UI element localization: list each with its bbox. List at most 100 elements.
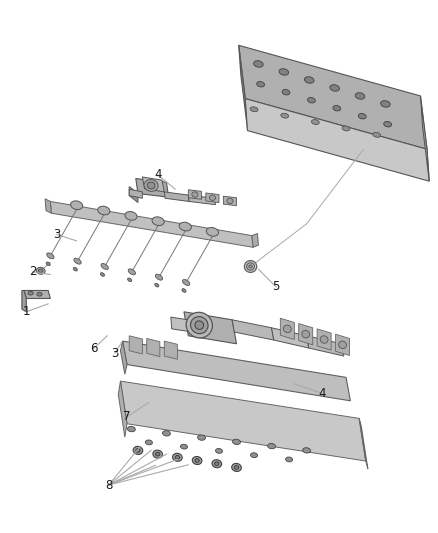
- Ellipse shape: [342, 126, 350, 131]
- Ellipse shape: [195, 321, 204, 329]
- Polygon shape: [239, 45, 427, 149]
- Ellipse shape: [191, 317, 208, 334]
- Ellipse shape: [162, 431, 170, 436]
- Ellipse shape: [206, 228, 219, 236]
- Ellipse shape: [209, 195, 215, 200]
- Polygon shape: [164, 341, 177, 359]
- Ellipse shape: [98, 206, 110, 215]
- Ellipse shape: [179, 222, 191, 231]
- Polygon shape: [129, 336, 142, 354]
- Ellipse shape: [155, 284, 159, 287]
- Polygon shape: [129, 187, 138, 203]
- Ellipse shape: [186, 312, 212, 338]
- Ellipse shape: [192, 456, 202, 465]
- Ellipse shape: [215, 462, 219, 466]
- Ellipse shape: [100, 273, 105, 276]
- Ellipse shape: [133, 446, 143, 455]
- Ellipse shape: [175, 455, 180, 459]
- Ellipse shape: [28, 291, 33, 295]
- Text: 4: 4: [318, 387, 326, 400]
- Text: 6: 6: [90, 342, 98, 354]
- Ellipse shape: [74, 258, 81, 264]
- Polygon shape: [120, 341, 127, 374]
- Ellipse shape: [212, 459, 222, 468]
- Text: 4: 4: [154, 168, 162, 181]
- Text: 5: 5: [272, 280, 279, 293]
- Ellipse shape: [36, 267, 45, 274]
- Polygon shape: [223, 196, 237, 206]
- Ellipse shape: [381, 101, 390, 107]
- Text: 2: 2: [29, 265, 37, 278]
- Ellipse shape: [152, 217, 164, 225]
- Text: 3: 3: [53, 228, 60, 241]
- Polygon shape: [280, 318, 294, 340]
- Polygon shape: [24, 290, 50, 298]
- Ellipse shape: [145, 440, 152, 445]
- Ellipse shape: [136, 449, 140, 452]
- Ellipse shape: [234, 466, 239, 470]
- Polygon shape: [336, 334, 350, 356]
- Ellipse shape: [125, 212, 137, 220]
- Ellipse shape: [373, 132, 381, 138]
- Ellipse shape: [281, 113, 289, 118]
- Ellipse shape: [173, 453, 182, 462]
- Ellipse shape: [71, 201, 83, 209]
- Polygon shape: [120, 381, 366, 461]
- Polygon shape: [420, 96, 429, 181]
- Polygon shape: [171, 317, 189, 332]
- Ellipse shape: [128, 269, 135, 275]
- Ellipse shape: [279, 69, 289, 75]
- Ellipse shape: [254, 61, 263, 67]
- Ellipse shape: [384, 122, 392, 127]
- Polygon shape: [147, 338, 160, 357]
- Ellipse shape: [47, 253, 54, 259]
- Polygon shape: [45, 199, 51, 213]
- Ellipse shape: [127, 426, 135, 432]
- Ellipse shape: [307, 98, 315, 103]
- Ellipse shape: [233, 439, 240, 445]
- Polygon shape: [359, 418, 368, 469]
- Polygon shape: [317, 329, 331, 350]
- Ellipse shape: [180, 444, 187, 449]
- Ellipse shape: [244, 261, 257, 272]
- Ellipse shape: [227, 198, 233, 204]
- Ellipse shape: [268, 443, 276, 449]
- Text: 3: 3: [111, 347, 118, 360]
- Ellipse shape: [304, 77, 314, 83]
- Ellipse shape: [153, 450, 162, 458]
- Polygon shape: [232, 320, 274, 340]
- Ellipse shape: [101, 263, 108, 270]
- Ellipse shape: [39, 269, 43, 273]
- Ellipse shape: [286, 457, 293, 462]
- Ellipse shape: [198, 435, 205, 440]
- Polygon shape: [184, 312, 237, 344]
- Ellipse shape: [73, 268, 78, 271]
- Polygon shape: [188, 195, 215, 205]
- Ellipse shape: [303, 448, 311, 453]
- Ellipse shape: [232, 463, 241, 472]
- Polygon shape: [129, 189, 142, 198]
- Ellipse shape: [155, 274, 162, 280]
- Ellipse shape: [249, 265, 252, 268]
- Ellipse shape: [247, 263, 254, 270]
- Ellipse shape: [302, 330, 310, 338]
- Ellipse shape: [46, 262, 50, 265]
- Polygon shape: [123, 341, 350, 401]
- Polygon shape: [239, 45, 247, 129]
- Ellipse shape: [283, 325, 291, 333]
- Ellipse shape: [215, 448, 223, 454]
- Polygon shape: [50, 201, 253, 247]
- Polygon shape: [164, 192, 189, 201]
- Ellipse shape: [183, 279, 190, 286]
- Ellipse shape: [257, 82, 265, 87]
- Ellipse shape: [37, 292, 42, 296]
- Polygon shape: [22, 290, 26, 312]
- Text: 7: 7: [123, 410, 131, 423]
- Ellipse shape: [147, 182, 155, 189]
- Ellipse shape: [250, 107, 258, 112]
- Ellipse shape: [282, 90, 290, 95]
- Ellipse shape: [182, 289, 186, 292]
- Polygon shape: [142, 177, 164, 192]
- Ellipse shape: [355, 93, 365, 99]
- Ellipse shape: [251, 453, 258, 458]
